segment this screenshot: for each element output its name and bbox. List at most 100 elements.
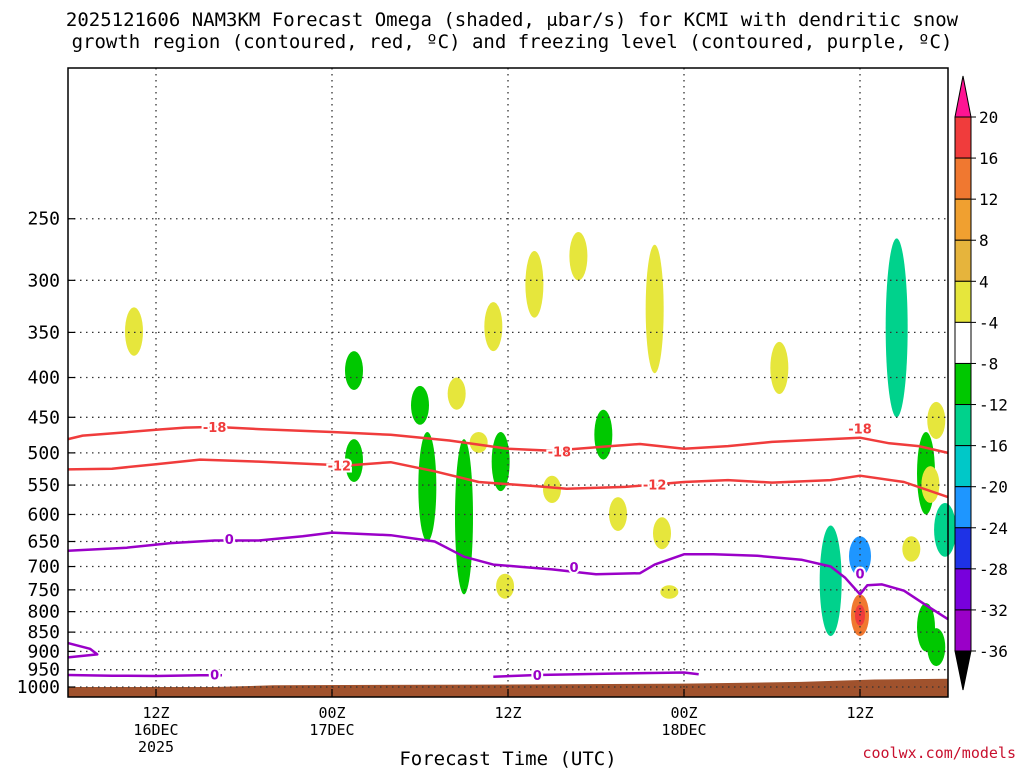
site-credit: coolwx.com/models [862,744,1016,762]
contour-label: -12 [643,478,667,493]
y-tick-label: 950 [27,660,60,681]
x-tick-label: 2025 [138,738,174,756]
colorbar-top-arrow [954,75,972,118]
y-tick-label: 900 [27,641,60,662]
colorbar-swatch [954,362,972,406]
colorbar-label: -28 [979,560,1008,579]
colorbar-swatch [954,239,972,282]
omega-cell [569,231,588,281]
y-tick-label: 800 [27,602,60,623]
x-tick-label: 00Z [670,704,697,722]
colorbar-swatch [954,116,972,159]
y-tick-label: 850 [27,622,60,643]
colorbar-swatch [954,527,972,570]
colorbar-label: -4 [979,313,998,332]
colorbar-swatch [954,280,972,323]
contour-label: -18 [203,421,227,436]
contour-line [67,673,222,678]
omega-cell [345,439,363,482]
colorbar-swatch [954,609,972,652]
omega-cell [934,503,957,557]
chart-title-line1: 2025121606 NAM3KM Forecast Omega (shaded… [65,9,959,31]
colorbar-label: -8 [979,354,998,373]
y-tick-label: 300 [27,270,60,291]
omega-cell [819,525,842,637]
y-tick-label: 250 [27,209,60,230]
contour-line [67,531,949,621]
contour-line [67,425,949,455]
contour-label: 0 [225,533,234,548]
omega-cell [653,517,671,550]
contour-line [493,671,699,678]
omega-cell [496,573,515,599]
contour-line [67,641,99,659]
x-tick-label: 00Z [318,704,345,722]
contour-label: 0 [533,669,542,684]
colorbar-label: -36 [979,642,1008,661]
contour-label: 0 [569,561,578,576]
omega-cell [525,250,544,318]
omega-cell [645,244,664,374]
y-tick-label: 1000 [17,677,60,698]
colorbar-label: -20 [979,478,1008,497]
colorbar-label: 8 [979,231,989,250]
contour-line [67,458,949,499]
colorbar-swatch [954,568,972,611]
y-tick-label: 450 [27,407,60,428]
x-tick-label: 18DEC [661,721,706,739]
colorbar-swatch [954,445,972,488]
colorbar-swatch [954,321,972,364]
x-tick-label: 12Z [494,704,521,722]
terrain-surface [68,678,948,697]
contour-label: 0 [210,668,219,683]
contour-label: -12 [328,459,352,474]
colorbar-label: -16 [979,437,1008,456]
colorbar-label: -24 [979,519,1008,538]
contour-label: 0 [855,568,864,583]
colorbar-swatch [954,157,972,200]
contour-label: -18 [548,446,572,461]
omega-cell [447,377,466,410]
omega-cell [660,585,679,599]
colorbar-label: 12 [979,190,998,209]
omega-cell [345,351,363,390]
colorbar-bottom-arrow [954,650,972,691]
chart-title-line2: growth region (contoured, red, ºC) and f… [71,31,953,53]
omega-cell [469,431,488,453]
omega-cell [609,497,627,531]
omega-cell [885,238,908,418]
y-tick-label: 350 [27,322,60,343]
omega-cell [125,307,143,356]
omega-cell [921,466,940,504]
y-tick-label: 500 [27,443,60,464]
contour-label: -18 [848,422,872,437]
omega-cell [484,302,503,352]
omega-cell [543,475,561,504]
colorbar-swatch [954,404,972,447]
y-tick-label: 600 [27,504,60,525]
x-tick-label: 17DEC [309,721,354,739]
omega-cell [455,439,473,595]
x-tick-label: 12Z [846,704,873,722]
colorbar-label: -12 [979,396,1008,415]
y-tick-label: 550 [27,475,60,496]
omega-cell-core [854,542,866,570]
colorbar-swatch [954,198,972,241]
y-tick-label: 700 [27,557,60,578]
colorbar-label: 16 [979,149,998,168]
colorbar-label: 20 [979,108,998,127]
colorbar-label: 4 [979,272,989,291]
omega-cell [411,385,429,425]
omega-cell [418,431,437,542]
omega-cell [927,401,946,440]
colorbar-swatch [954,486,972,529]
y-tick-label: 650 [27,532,60,553]
x-axis-title: Forecast Time (UTC) [399,748,616,768]
omega-cell [927,628,946,667]
y-tick-label: 400 [27,368,60,389]
x-tick-label: 12Z [142,704,169,722]
x-tick-label: 16DEC [133,721,178,739]
colorbar-label: -32 [979,601,1008,620]
omega-cell [770,341,789,394]
